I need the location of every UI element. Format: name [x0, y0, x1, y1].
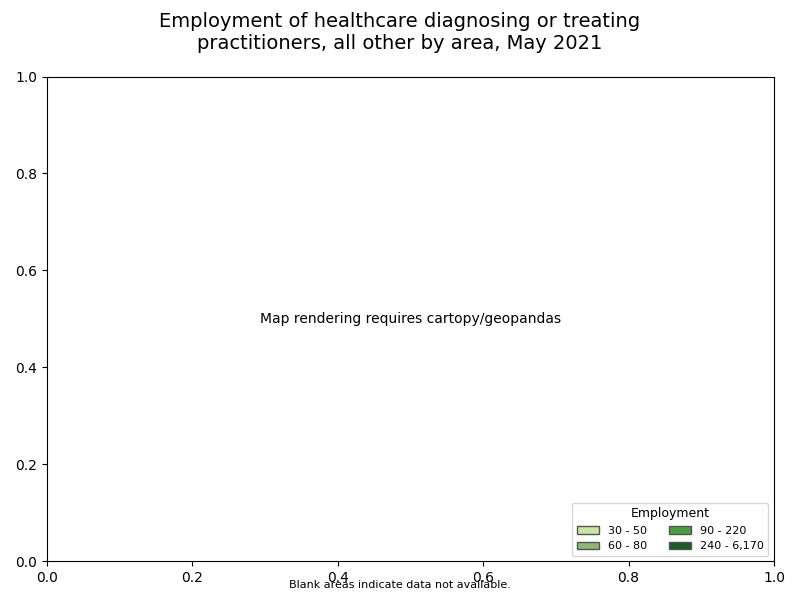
Text: Employment of healthcare diagnosing or treating
practitioners, all other by area: Employment of healthcare diagnosing or t…: [159, 12, 641, 53]
Text: Blank areas indicate data not available.: Blank areas indicate data not available.: [289, 580, 511, 590]
Legend: 30 - 50, 60 - 80, 90 - 220, 240 - 6,170: 30 - 50, 60 - 80, 90 - 220, 240 - 6,170: [572, 503, 769, 556]
Text: Map rendering requires cartopy/geopandas: Map rendering requires cartopy/geopandas: [260, 312, 561, 326]
